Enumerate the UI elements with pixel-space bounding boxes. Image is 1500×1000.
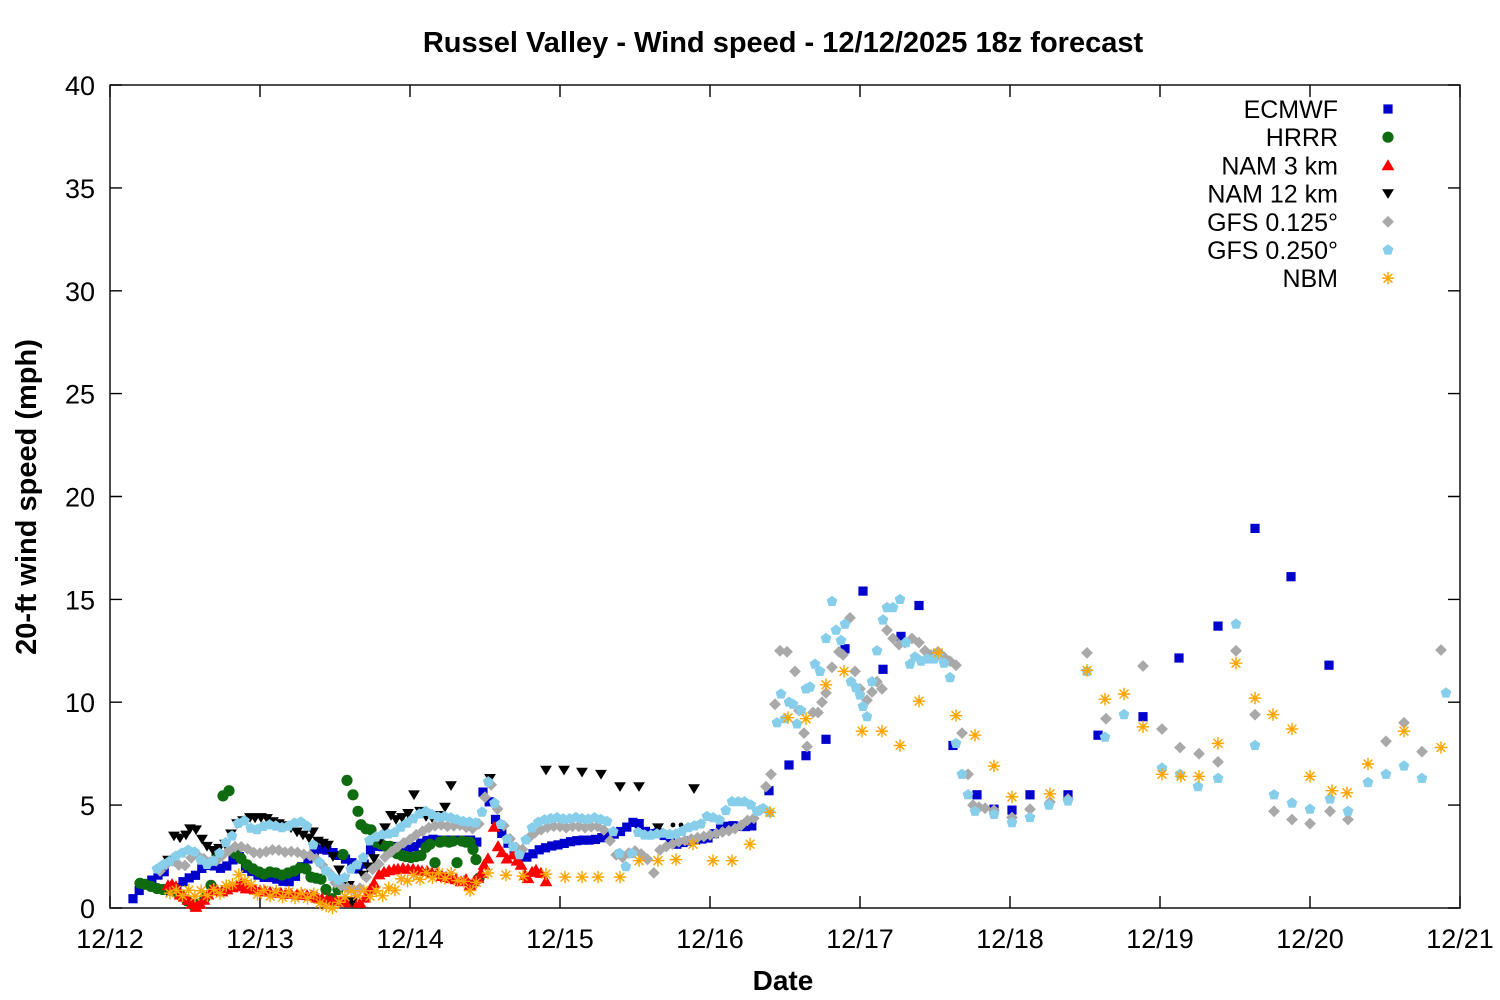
svg-text:HRRR: HRRR <box>1266 124 1338 152</box>
svg-text:5: 5 <box>80 791 95 821</box>
svg-text:0: 0 <box>80 894 95 924</box>
svg-text:12/19: 12/19 <box>1126 924 1194 954</box>
svg-text:15: 15 <box>65 585 95 615</box>
svg-text:Date: Date <box>753 965 814 996</box>
svg-text:GFS 0.250°: GFS 0.250° <box>1207 237 1338 265</box>
svg-text:GFS 0.125°: GFS 0.125° <box>1207 209 1338 237</box>
svg-text:NBM: NBM <box>1282 265 1338 293</box>
svg-text:10: 10 <box>65 688 95 718</box>
svg-text:NAM 12 km: NAM 12 km <box>1207 181 1338 209</box>
svg-text:35: 35 <box>65 174 95 204</box>
svg-text:12/14: 12/14 <box>376 924 444 954</box>
svg-text:12/20: 12/20 <box>1276 924 1344 954</box>
svg-text:12/15: 12/15 <box>526 924 594 954</box>
svg-text:ECMWF: ECMWF <box>1244 96 1338 124</box>
svg-text:NAM 3 km: NAM 3 km <box>1221 152 1338 180</box>
svg-text:20: 20 <box>65 483 95 513</box>
svg-text:12/21: 12/21 <box>1426 924 1494 954</box>
svg-text:20-ft wind speed (mph): 20-ft wind speed (mph) <box>11 339 43 655</box>
svg-text:12/16: 12/16 <box>676 924 744 954</box>
svg-text:25: 25 <box>65 380 95 410</box>
svg-text:30: 30 <box>65 277 95 307</box>
svg-text:12/12: 12/12 <box>76 924 144 954</box>
svg-text:Russel Valley - Wind speed - 1: Russel Valley - Wind speed - 12/12/2025 … <box>423 27 1144 59</box>
svg-text:40: 40 <box>65 71 95 101</box>
svg-text:12/18: 12/18 <box>976 924 1044 954</box>
svg-text:12/17: 12/17 <box>826 924 894 954</box>
svg-text:12/13: 12/13 <box>226 924 294 954</box>
